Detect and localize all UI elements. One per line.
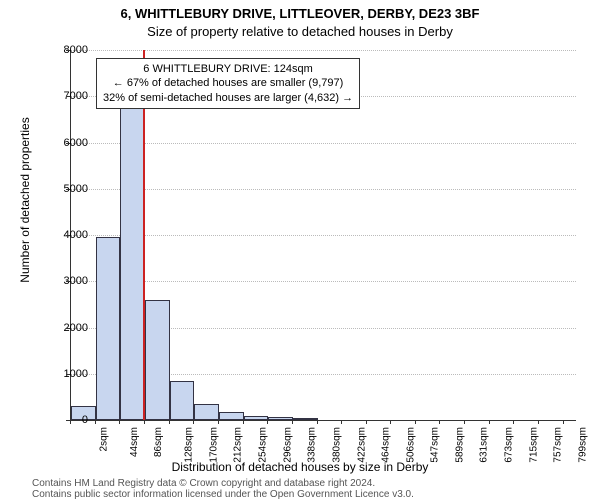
x-tick-mark xyxy=(218,420,219,424)
x-tick-label: 2sqm xyxy=(98,427,109,451)
histogram-bar xyxy=(219,412,244,420)
x-tick-label: 757sqm xyxy=(553,427,564,463)
gridline xyxy=(71,281,576,282)
gridline xyxy=(71,189,576,190)
x-tick-label: 506sqm xyxy=(406,427,417,463)
x-tick-mark xyxy=(341,420,342,424)
x-tick-mark xyxy=(292,420,293,424)
y-tick-mark xyxy=(66,143,70,144)
x-tick-mark xyxy=(513,420,514,424)
x-tick-mark xyxy=(267,420,268,424)
x-tick-label: 338sqm xyxy=(307,427,318,463)
x-tick-label: 170sqm xyxy=(208,427,219,463)
x-tick-mark xyxy=(317,420,318,424)
x-tick-mark xyxy=(538,420,539,424)
histogram-bar xyxy=(145,300,170,420)
chart-title-line2: Size of property relative to detached ho… xyxy=(0,24,600,39)
histogram-bar xyxy=(170,381,195,420)
y-tick-mark xyxy=(66,374,70,375)
histogram-bar xyxy=(120,101,145,420)
x-tick-label: 464sqm xyxy=(381,427,392,463)
x-tick-mark xyxy=(489,420,490,424)
x-tick-mark xyxy=(70,420,71,424)
gridline xyxy=(71,143,576,144)
x-tick-label: 212sqm xyxy=(233,427,244,463)
chart-title-line1: 6, WHITTLEBURY DRIVE, LITTLEOVER, DERBY,… xyxy=(0,6,600,21)
gridline xyxy=(71,50,576,51)
x-tick-label: 296sqm xyxy=(282,427,293,463)
x-tick-label: 380sqm xyxy=(332,427,343,463)
x-tick-label: 86sqm xyxy=(153,427,164,457)
histogram-bar xyxy=(293,418,318,420)
x-tick-label: 547sqm xyxy=(430,427,441,463)
y-axis-label: Number of detached properties xyxy=(18,90,32,310)
x-tick-mark xyxy=(95,420,96,424)
x-tick-label: 799sqm xyxy=(578,427,589,463)
histogram-bar xyxy=(268,417,293,420)
x-tick-mark xyxy=(169,420,170,424)
y-tick-mark xyxy=(66,50,70,51)
y-tick-mark xyxy=(66,328,70,329)
x-tick-label: 673sqm xyxy=(504,427,515,463)
x-tick-mark xyxy=(563,420,564,424)
gridline xyxy=(71,235,576,236)
histogram-bar xyxy=(194,404,219,420)
x-tick-label: 631sqm xyxy=(479,427,490,463)
x-tick-mark xyxy=(366,420,367,424)
x-tick-mark xyxy=(415,420,416,424)
x-tick-mark xyxy=(119,420,120,424)
annotation-line1: 6 WHITTLEBURY DRIVE: 124sqm xyxy=(103,62,353,76)
annotation-line3: 32% of semi-detached houses are larger (… xyxy=(103,91,353,105)
x-tick-label: 589sqm xyxy=(454,427,465,463)
annotation-box: 6 WHITTLEBURY DRIVE: 124sqm ← 67% of det… xyxy=(96,58,360,109)
x-tick-mark xyxy=(439,420,440,424)
footer-line2: Contains public sector information licen… xyxy=(32,489,414,500)
histogram-bar xyxy=(96,237,121,420)
y-tick-mark xyxy=(66,235,70,236)
y-tick-mark xyxy=(66,96,70,97)
x-tick-label: 128sqm xyxy=(184,427,195,463)
x-tick-label: 422sqm xyxy=(356,427,367,463)
x-tick-label: 44sqm xyxy=(129,427,140,457)
x-tick-mark xyxy=(243,420,244,424)
x-tick-mark xyxy=(390,420,391,424)
x-tick-mark xyxy=(193,420,194,424)
histogram-bar xyxy=(244,416,269,420)
x-tick-mark xyxy=(464,420,465,424)
y-tick-mark xyxy=(66,281,70,282)
x-tick-label: 254sqm xyxy=(258,427,269,463)
x-tick-label: 715sqm xyxy=(528,427,539,463)
footer-line1: Contains HM Land Registry data © Crown c… xyxy=(32,478,375,489)
y-tick-mark xyxy=(66,189,70,190)
x-tick-mark xyxy=(144,420,145,424)
annotation-line2: ← 67% of detached houses are smaller (9,… xyxy=(103,76,353,90)
